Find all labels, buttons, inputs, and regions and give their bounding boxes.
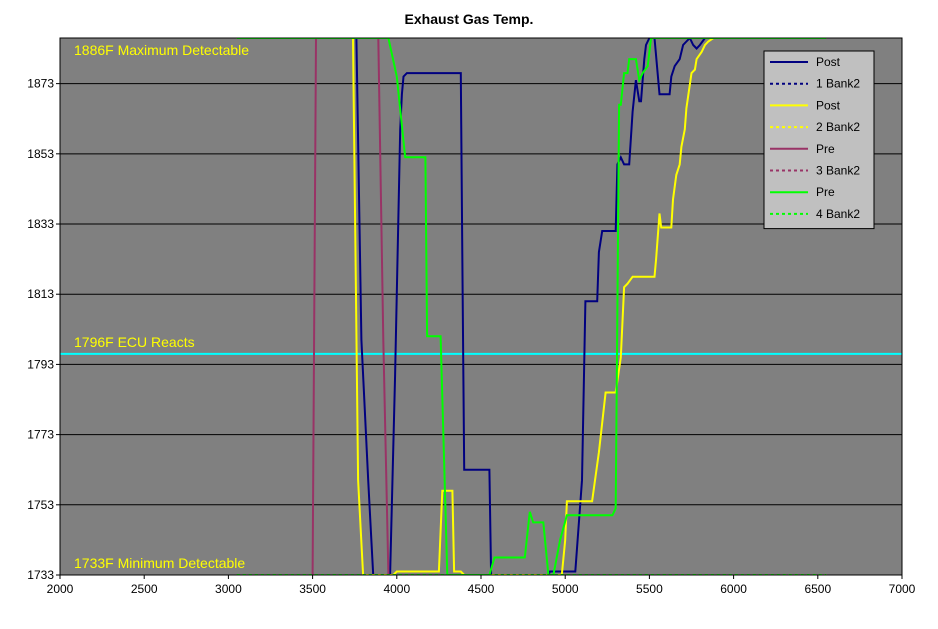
axes: 1733 1753 1773 1793 1813 1833 1853 1873 2000 2500… [27, 37, 916, 596]
x-tick-label-9: 6500 [804, 582, 831, 596]
legend-label-0: Post [816, 55, 841, 69]
reference-line-label-0: 1796F ECU Reacts [74, 334, 195, 350]
plot-area: 1796F ECU Reacts 1886F Maximum Detectable… [60, 38, 902, 575]
series-line-4 [311, 38, 390, 575]
series-line-6 [236, 38, 827, 575]
y-tick-label-3: 1793 [27, 357, 54, 371]
legend: Post 1 Bank2 Post 2 Bank2 Pre 3 Bank2 Pre 4 Ban… [763, 50, 875, 230]
legend-label-5: 3 Bank2 [816, 164, 860, 178]
x-tick-label-1: 2500 [131, 582, 158, 596]
legend-label-1: 1 Bank2 [816, 77, 860, 91]
legend-box [763, 50, 875, 230]
series-line-0 [355, 38, 734, 575]
legend-label-2: Post [816, 98, 841, 112]
x-tick-label-7: 5500 [636, 582, 663, 596]
x-tick-label-5: 4500 [468, 582, 495, 596]
plot-border [59, 37, 903, 576]
series-line-2 [236, 38, 734, 575]
y-tick-label-0: 1733 [27, 568, 54, 582]
plot-background [60, 38, 902, 575]
x-tick-label-4: 4000 [383, 582, 410, 596]
annotation-1: 1733F Minimum Detectable [74, 555, 245, 571]
x-tick-label-0: 2000 [47, 582, 74, 596]
x-tick-label-2: 3000 [215, 582, 242, 596]
legend-label-4: Pre [816, 142, 835, 156]
y-tick-label-5: 1833 [27, 217, 54, 231]
y-tick-label-6: 1853 [27, 147, 54, 161]
x-tick-label-3: 3500 [299, 582, 326, 596]
legend-label-7: 4 Bank2 [816, 207, 860, 221]
y-tick-label-2: 1773 [27, 428, 54, 442]
annotation-0: 1886F Maximum Detectable [74, 42, 249, 58]
y-tick-label-7: 1873 [27, 77, 54, 91]
x-tick-label-8: 6000 [720, 582, 747, 596]
y-tick-label-1: 1753 [27, 498, 54, 512]
legend-label-3: 2 Bank2 [816, 120, 860, 134]
x-tick-label-6: 5000 [552, 582, 579, 596]
y-tick-label-4: 1813 [27, 287, 54, 301]
legend-label-6: Pre [816, 185, 835, 199]
chart-title: Exhaust Gas Temp. [405, 11, 534, 27]
x-tick-label-10: 7000 [889, 582, 916, 596]
